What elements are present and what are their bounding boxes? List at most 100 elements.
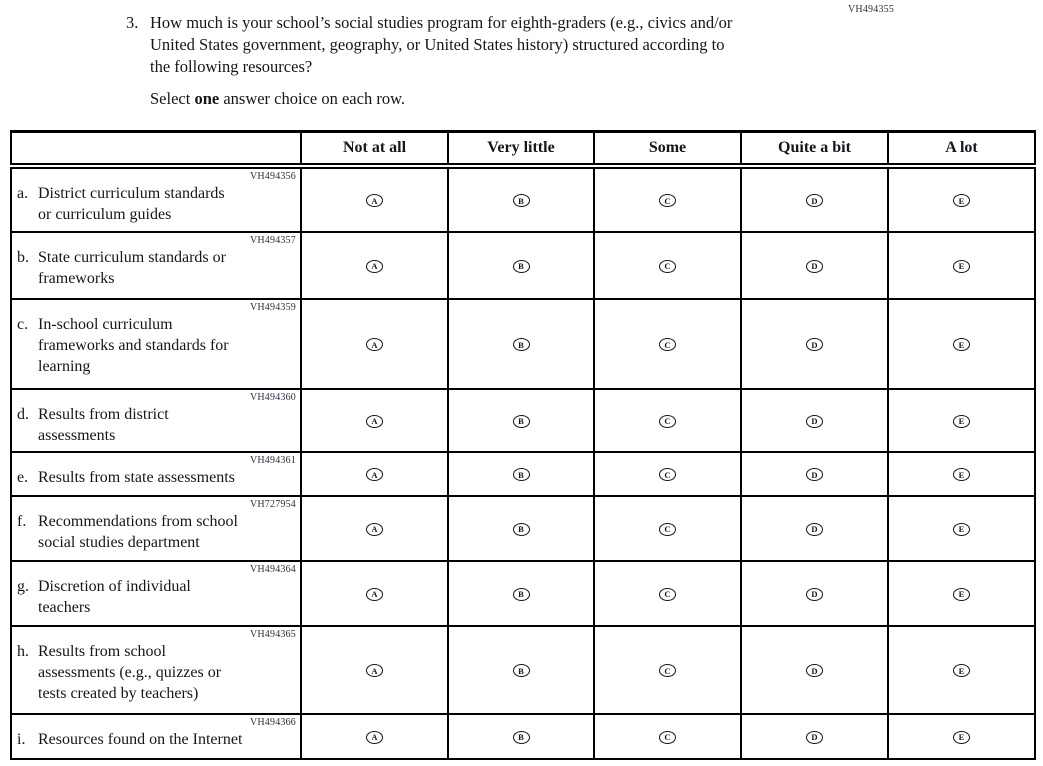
item-letter: g. <box>17 577 29 595</box>
column-header-not-at-all: Not at all <box>300 130 449 169</box>
option-bubble-some[interactable]: C <box>659 664 676 678</box>
option-bubble-not-at-all[interactable]: A <box>366 194 383 208</box>
option-cell-a-lot: E <box>887 624 1036 715</box>
option-cell-not-at-all: A <box>300 230 449 300</box>
option-bubble-a-lot[interactable]: E <box>953 664 970 678</box>
vh-code: VH494356 <box>249 170 296 182</box>
option-bubble-very-little[interactable]: B <box>512 522 530 536</box>
option-bubble-some[interactable]: C <box>659 259 676 273</box>
option-bubble-very-little[interactable]: B <box>512 587 530 601</box>
column-header-very-little: Very little <box>447 130 595 169</box>
option-cell-some: C <box>593 494 742 562</box>
option-bubble-not-at-all[interactable]: A <box>366 414 383 428</box>
option-bubble-a-lot[interactable]: E <box>953 338 970 352</box>
option-bubble-not-at-all[interactable]: A <box>366 730 383 744</box>
option-cell-very-little: B <box>447 387 595 453</box>
option-bubble-a-lot[interactable]: E <box>953 194 970 208</box>
option-cell-very-little: B <box>447 230 595 300</box>
option-bubble-a-lot[interactable]: E <box>953 522 970 536</box>
option-cell-a-lot: E <box>887 164 1036 233</box>
option-bubble-some[interactable]: C <box>659 468 676 482</box>
option-cell-quite-a-bit: D <box>740 387 889 453</box>
option-bubble-quite-a-bit[interactable]: D <box>806 468 823 482</box>
option-bubble-very-little[interactable]: B <box>512 414 530 428</box>
option-cell-a-lot: E <box>887 712 1036 760</box>
vh-code: VH494361 <box>249 454 296 466</box>
vh-code: VH494366 <box>249 716 296 728</box>
option-bubble-some[interactable]: C <box>659 338 676 352</box>
option-cell-quite-a-bit: D <box>740 624 889 715</box>
option-bubble-some[interactable]: C <box>659 522 676 536</box>
option-bubble-very-little[interactable]: B <box>512 468 530 482</box>
option-bubble-quite-a-bit[interactable]: D <box>806 587 823 601</box>
item-label: e. Results from state assessments <box>14 467 296 488</box>
option-bubble-very-little[interactable]: B <box>512 664 530 678</box>
option-cell-some: C <box>593 230 742 300</box>
option-bubble-some[interactable]: C <box>659 194 676 208</box>
item-letter: f. <box>17 512 27 530</box>
column-header-some: Some <box>593 130 742 169</box>
option-bubble-a-lot[interactable]: E <box>953 587 970 601</box>
option-cell-a-lot: E <box>887 494 1036 562</box>
item-label: f. Recommendations from school social st… <box>14 511 296 553</box>
item-letter: a. <box>17 184 29 202</box>
option-cell-a-lot: E <box>887 559 1036 627</box>
option-cell-quite-a-bit: D <box>740 450 889 497</box>
item-column-header <box>10 130 302 169</box>
option-bubble-not-at-all[interactable]: A <box>366 259 383 273</box>
vh-code: VH494359 <box>249 301 296 313</box>
item-cell: VH494364 g. Discretion of individual tea… <box>10 559 302 627</box>
option-cell-not-at-all: A <box>300 494 449 562</box>
option-bubble-some[interactable]: C <box>659 587 676 601</box>
table-row-h: VH494365 h. Results from school assessme… <box>10 624 1036 715</box>
option-cell-quite-a-bit: D <box>740 230 889 300</box>
option-bubble-not-at-all[interactable]: A <box>366 664 383 678</box>
option-bubble-quite-a-bit[interactable]: D <box>806 259 823 273</box>
option-bubble-a-lot[interactable]: E <box>953 259 970 273</box>
option-bubble-quite-a-bit[interactable]: D <box>806 664 823 678</box>
option-bubble-not-at-all[interactable]: A <box>366 522 383 536</box>
option-cell-quite-a-bit: D <box>740 297 889 390</box>
option-bubble-quite-a-bit[interactable]: D <box>806 414 823 428</box>
option-cell-very-little: B <box>447 559 595 627</box>
option-bubble-very-little[interactable]: B <box>512 338 530 352</box>
option-bubble-very-little[interactable]: B <box>512 730 530 744</box>
option-bubble-a-lot[interactable]: E <box>953 468 970 482</box>
option-cell-a-lot: E <box>887 297 1036 390</box>
item-cell: VH494356 a. District curriculum standard… <box>10 164 302 233</box>
option-bubble-some[interactable]: C <box>659 730 676 744</box>
table-row-d: VH494360 d. Results from district assess… <box>10 387 1036 453</box>
option-cell-a-lot: E <box>887 387 1036 453</box>
option-bubble-not-at-all[interactable]: A <box>366 338 383 352</box>
option-bubble-a-lot[interactable]: E <box>953 414 970 428</box>
option-bubble-some[interactable]: C <box>659 414 676 428</box>
option-bubble-not-at-all[interactable]: A <box>366 468 383 482</box>
item-label: i. Resources found on the Internet <box>14 729 296 750</box>
option-bubble-very-little[interactable]: B <box>512 259 530 273</box>
option-bubble-very-little[interactable]: B <box>512 194 530 208</box>
option-cell-not-at-all: A <box>300 559 449 627</box>
option-bubble-not-at-all[interactable]: A <box>366 587 383 601</box>
option-cell-not-at-all: A <box>300 164 449 233</box>
option-cell-a-lot: E <box>887 230 1036 300</box>
option-bubble-quite-a-bit[interactable]: D <box>806 522 823 536</box>
table-row-f: VH727954 f. Recommendations from school … <box>10 494 1036 562</box>
option-cell-some: C <box>593 712 742 760</box>
option-bubble-quite-a-bit[interactable]: D <box>806 730 823 744</box>
item-letter: d. <box>17 405 29 423</box>
option-cell-very-little: B <box>447 624 595 715</box>
item-label: d. Results from district assessments <box>14 404 296 446</box>
item-cell: VH494366 i. Resources found on the Inter… <box>10 712 302 760</box>
option-bubble-a-lot[interactable]: E <box>953 730 970 744</box>
option-bubble-quite-a-bit[interactable]: D <box>806 338 823 352</box>
option-cell-quite-a-bit: D <box>740 164 889 233</box>
vh-code: VH494364 <box>249 563 296 575</box>
item-cell: VH494361 e. Results from state assessmen… <box>10 450 302 497</box>
option-cell-very-little: B <box>447 297 595 390</box>
table-row-c: VH494359 c. In-school curriculum framewo… <box>10 297 1036 390</box>
option-cell-not-at-all: A <box>300 450 449 497</box>
option-cell-not-at-all: A <box>300 624 449 715</box>
option-bubble-quite-a-bit[interactable]: D <box>806 194 823 208</box>
question-block: 3. How much is your school’s social stud… <box>126 12 732 110</box>
